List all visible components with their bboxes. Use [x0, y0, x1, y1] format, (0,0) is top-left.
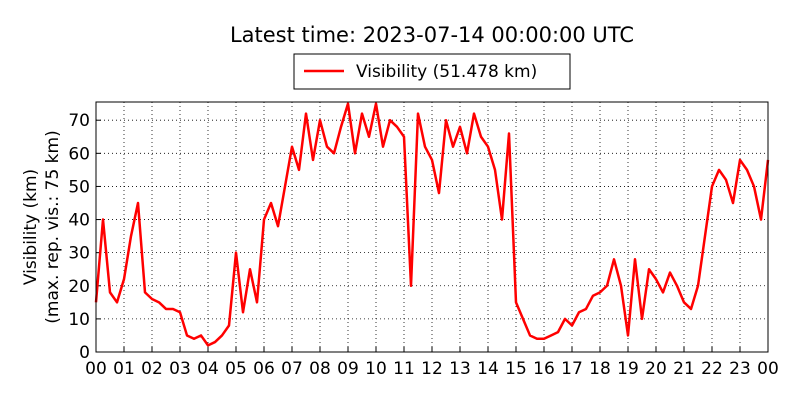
y-tick-label: 40 [68, 211, 90, 231]
y-tick-label: 60 [68, 144, 90, 164]
y-tick-label: 20 [68, 277, 90, 297]
x-tick-label: 23 [729, 359, 751, 379]
x-tick-label: 14 [477, 359, 499, 379]
y-tick-label: 10 [68, 310, 90, 330]
x-tick-label: 12 [421, 359, 443, 379]
x-tick-label: 18 [589, 359, 611, 379]
x-tick-label: 03 [169, 359, 191, 379]
y-tick-label: 30 [68, 244, 90, 264]
x-tick-label: 20 [645, 359, 667, 379]
x-tick-label: 00 [85, 359, 107, 379]
x-tick-label: 15 [505, 359, 527, 379]
x-tick-label: 10 [365, 359, 387, 379]
x-tick-label: 17 [561, 359, 583, 379]
plot-frame [95, 101, 769, 353]
x-tick-label: 06 [253, 359, 275, 379]
x-tick-label: 00 [757, 359, 779, 379]
x-tick-label: 21 [673, 359, 695, 379]
x-tick-label: 09 [337, 359, 359, 379]
x-tick-label: 02 [141, 359, 163, 379]
y-tick-label: 50 [68, 177, 90, 197]
x-tick-label: 04 [197, 359, 219, 379]
y-axis-label: (max. rep. vis.: 75 km) [43, 130, 63, 323]
x-tick-label: 08 [309, 359, 331, 379]
y-tick-label: 70 [68, 111, 90, 131]
x-tick-label: 05 [225, 359, 247, 379]
x-tick-label: 16 [533, 359, 555, 379]
y-axis-label: Visibility (km) [21, 169, 41, 285]
x-tick-label: 13 [449, 359, 471, 379]
data-line [94, 102, 770, 347]
x-tick-label: 01 [113, 359, 135, 379]
legend-label: Visibility (51.478 km) [356, 62, 537, 82]
chart-title: Latest time: 2023-07-14 00:00:00 UTC [230, 23, 634, 47]
x-tick-label: 22 [701, 359, 723, 379]
x-tick-label: 19 [617, 359, 639, 379]
y-tick-label: 0 [79, 343, 90, 363]
x-tick-label: 07 [281, 359, 303, 379]
x-tick-label: 11 [393, 359, 415, 379]
